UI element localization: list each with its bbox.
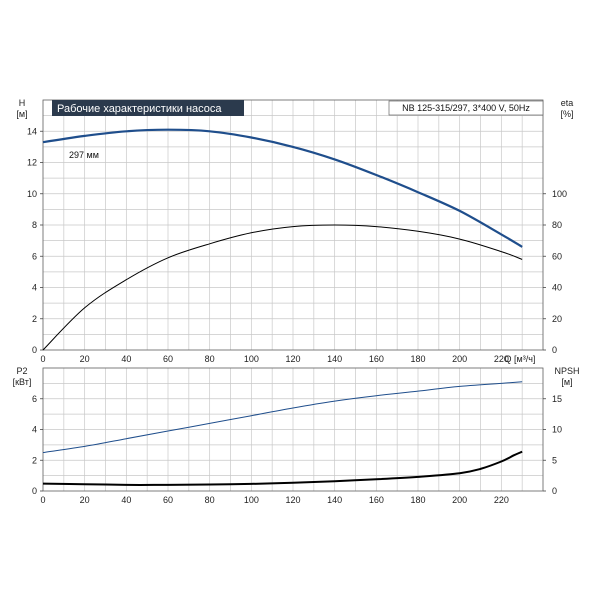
y2-axis-label: NPSH [554,366,579,376]
y-axis-unit: [м] [16,109,27,119]
series-line-0-1 [42,224,523,351]
chart-title: Рабочие характеристики насоса [57,103,222,115]
chart-subtitle-box [388,100,544,116]
y2-tick-label: 0 [552,345,557,355]
x-tick-label: 100 [244,495,259,505]
x-tick-label: 220 [494,354,509,364]
y2-tick-label: 100 [552,189,567,199]
x-tick-label: 180 [410,495,425,505]
series-line-0-0 [42,128,523,248]
y-tick-label: 8 [32,220,37,230]
y-tick-label: 14 [27,126,37,136]
x-tick-label: 60 [163,354,173,364]
y2-tick-label: 5 [552,455,557,465]
y2-axis-unit: [м] [561,377,572,387]
y-tick-label: 6 [32,251,37,261]
x-tick-label: 140 [327,495,342,505]
series-line-1-0 [42,381,523,454]
x-tick-label: 20 [80,495,90,505]
series-line-1-1 [42,450,523,486]
x-tick-label: 40 [121,354,131,364]
y2-tick-label: 0 [552,486,557,496]
y2-tick-label: 80 [552,220,562,230]
x-tick-label: 140 [327,354,342,364]
x-tick-label: 120 [285,354,300,364]
y2-axis-label: eta [561,98,574,108]
y-tick-label: 2 [32,455,37,465]
y-tick-label: 12 [27,158,37,168]
x-tick-label: 80 [205,354,215,364]
y-tick-label: 2 [32,314,37,324]
chart-subtitle: NB 125-315/297, 3*400 V, 50Hz [402,103,530,113]
x-tick-label: 0 [40,354,45,364]
x-tick-label: 80 [205,495,215,505]
x-tick-label: 0 [40,495,45,505]
y-tick-label: 0 [32,345,37,355]
x-tick-label: 100 [244,354,259,364]
series-label-head: 297 мм [69,150,99,160]
x-tick-label: 40 [121,495,131,505]
y2-tick-label: 10 [552,425,562,435]
y-axis-unit: [кВт] [13,377,32,387]
y-tick-label: 10 [27,189,37,199]
x-tick-label: 120 [285,495,300,505]
y2-tick-label: 40 [552,283,562,293]
x-tick-label: 200 [452,354,467,364]
y-tick-label: 4 [32,283,37,293]
y-tick-label: 4 [32,425,37,435]
y-tick-label: 0 [32,486,37,496]
chart-title-box [52,100,244,116]
y2-tick-label: 15 [552,394,562,404]
x-tick-label: 60 [163,495,173,505]
x-tick-label: 200 [452,495,467,505]
x-tick-label: 180 [410,354,425,364]
x-tick-label: 220 [494,495,509,505]
x-axis-label: Q [м³/ч] [505,354,536,364]
y-axis-label: H [19,98,26,108]
x-tick-label: 20 [80,354,90,364]
y-axis-label: P2 [16,366,27,376]
y2-axis-unit: [%] [560,109,573,119]
x-tick-label: 160 [369,495,384,505]
y2-tick-label: 20 [552,314,562,324]
y2-tick-label: 60 [552,251,562,261]
x-tick-label: 160 [369,354,384,364]
y-tick-label: 6 [32,394,37,404]
